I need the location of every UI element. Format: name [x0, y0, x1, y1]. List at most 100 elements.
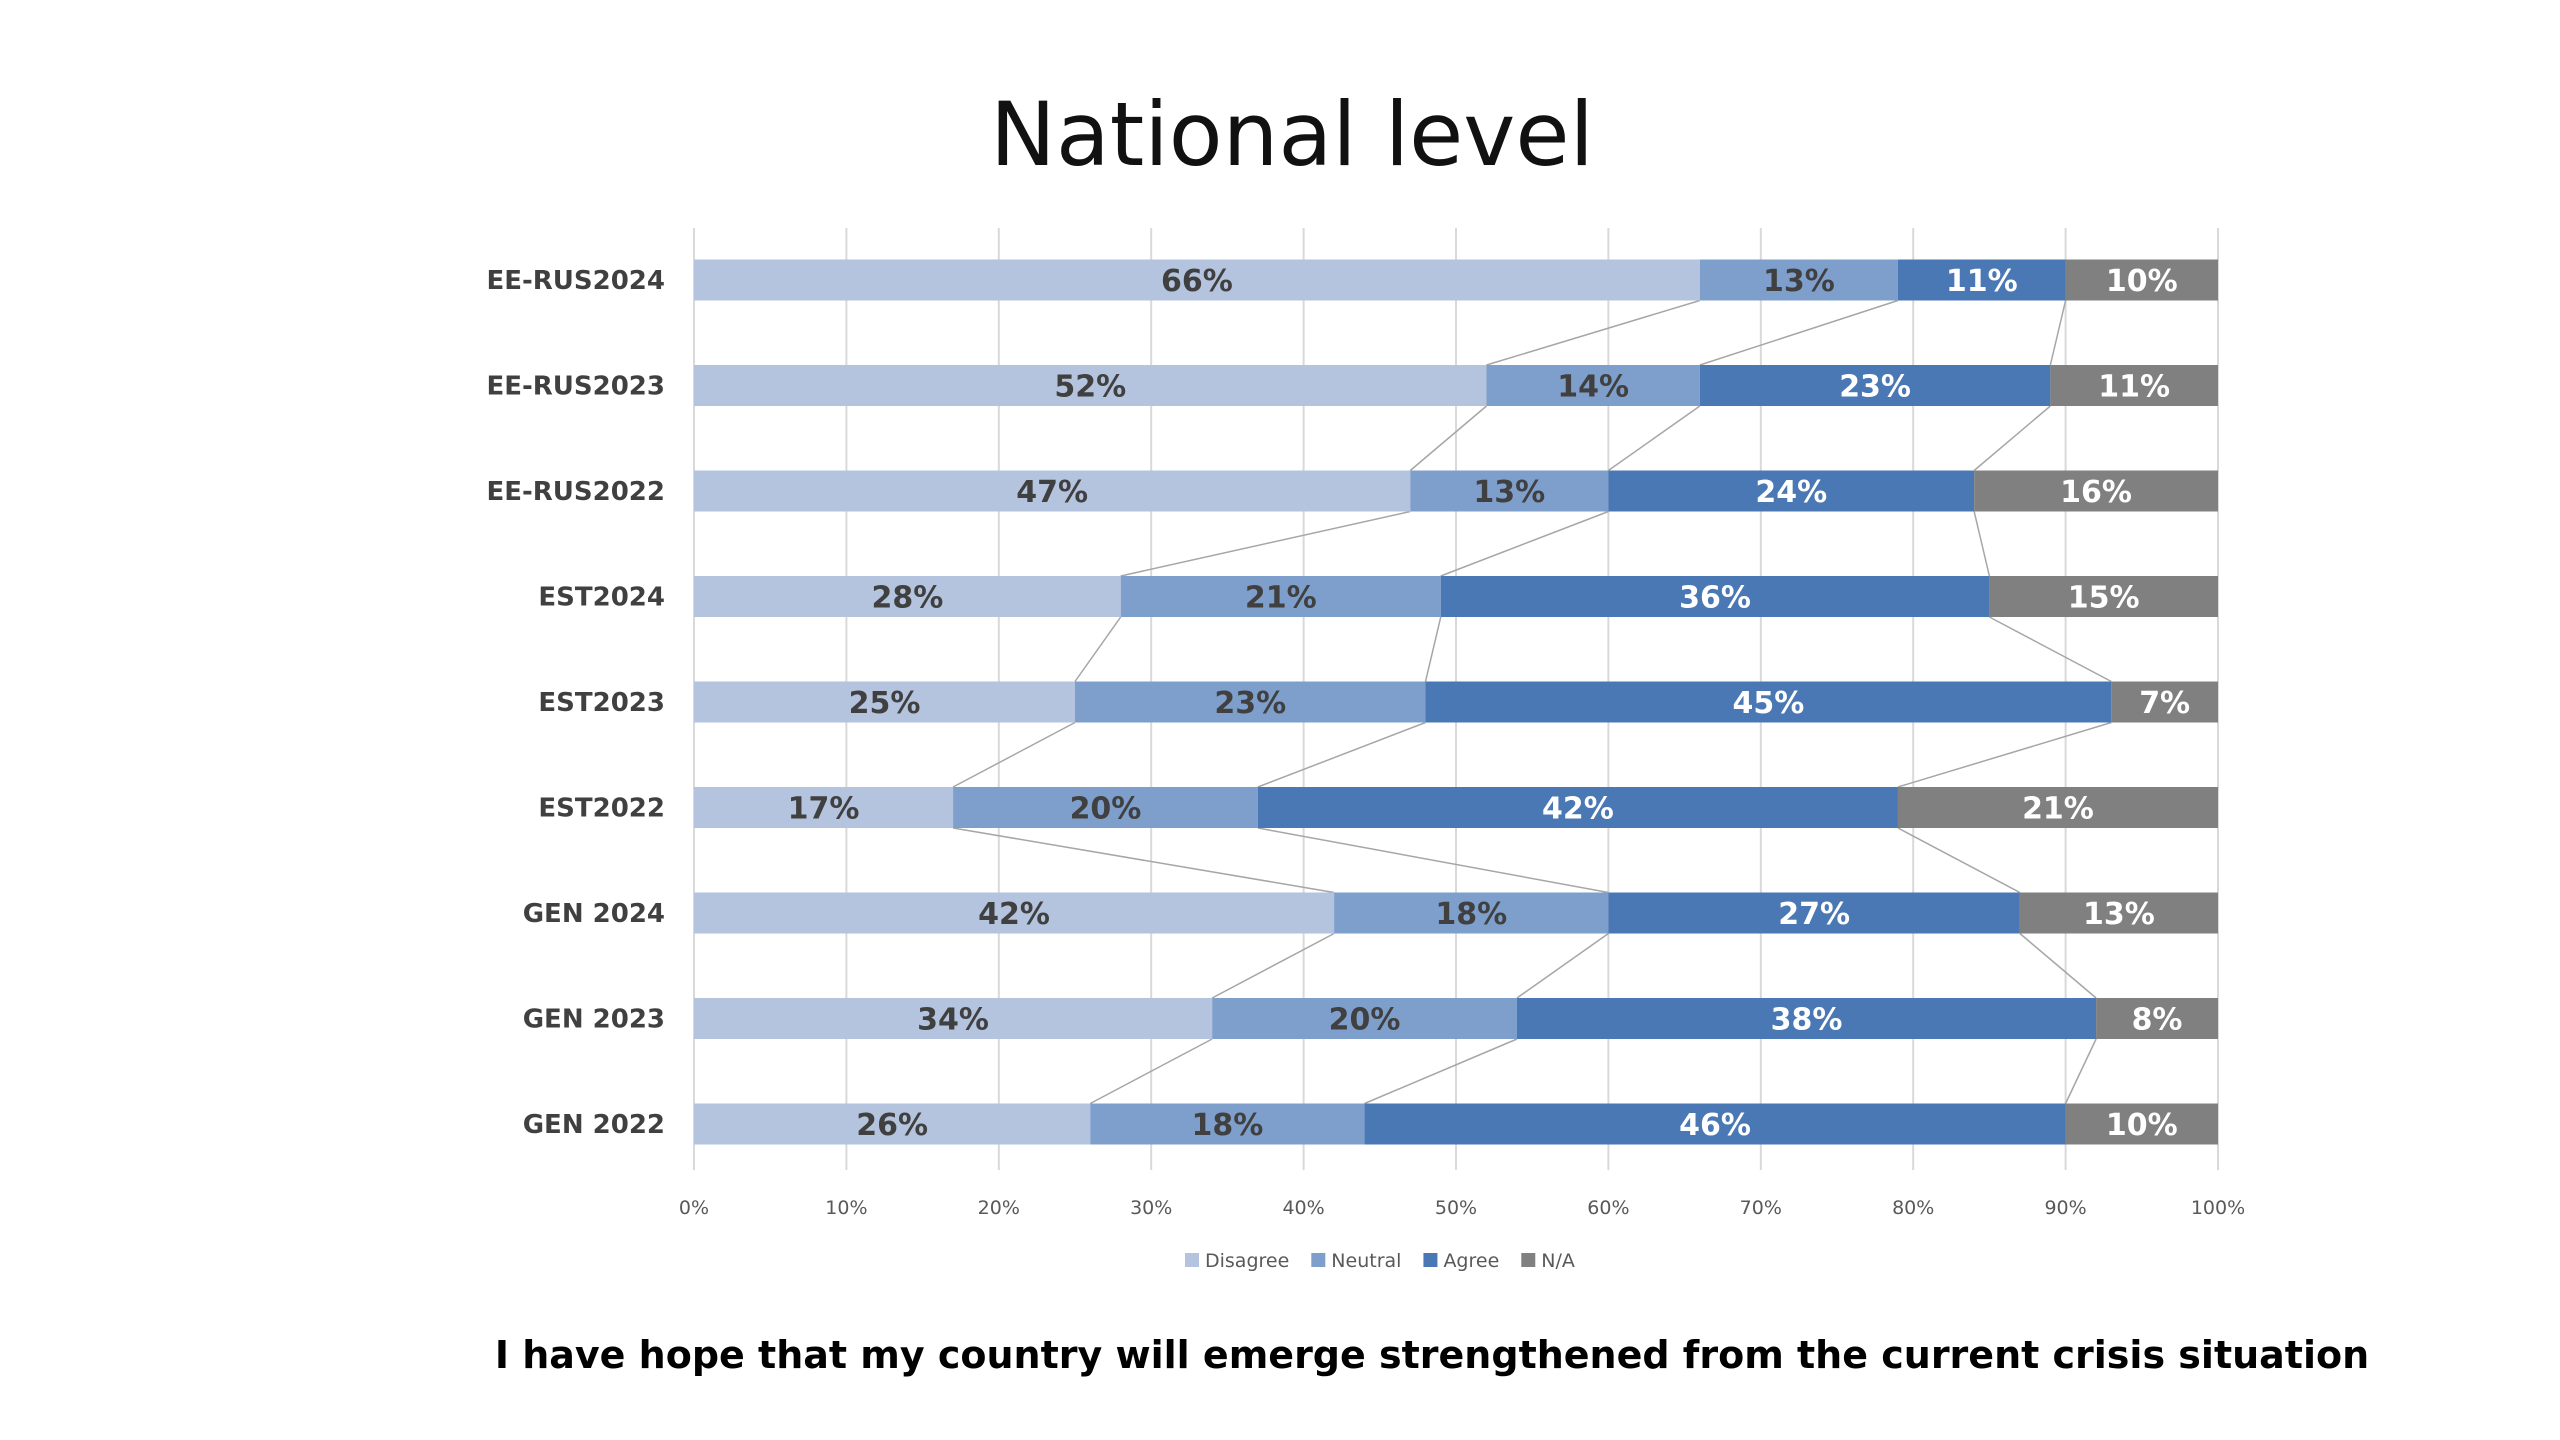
category-label: EST2024 [538, 583, 665, 613]
bar-segment-disagree [694, 681, 1075, 723]
bar-segment-agree [1516, 998, 2097, 1039]
bar-segment-agree [1608, 892, 2020, 934]
series-line [1973, 405, 2051, 472]
x-tick-label: 80% [1892, 1197, 1934, 1219]
category-label: EE-RUS2023 [486, 372, 665, 402]
legend-swatch [1185, 1253, 1199, 1267]
data-label: 18% [1435, 897, 1507, 932]
bar-segment-disagree [694, 787, 954, 828]
x-tick-label: 20% [978, 1197, 1020, 1219]
chart-title: National level [990, 83, 1594, 186]
x-tick-label: 0% [679, 1197, 709, 1219]
data-label: 16% [2060, 475, 2132, 510]
category-label: EE-RUS2022 [486, 477, 665, 507]
bar-segment-neutral [1410, 470, 1609, 512]
bar-segment-disagree [694, 470, 1411, 512]
bar-segment-n-a [2111, 681, 2218, 723]
category-label: GEN 2022 [523, 1110, 665, 1140]
category-label: EST2023 [538, 688, 665, 718]
bar-segment-n-a [2050, 365, 2218, 406]
data-label: 13% [1763, 264, 1835, 299]
bar-segment-n-a [2065, 1103, 2218, 1145]
data-label: 13% [2083, 897, 2155, 932]
bar-segment-disagree [694, 892, 1335, 934]
bar-segment-agree [1425, 681, 2112, 723]
data-label: 46% [1679, 1108, 1751, 1143]
series-line [1973, 511, 1991, 577]
x-tick-label: 30% [1130, 1197, 1172, 1219]
bar-segment-neutral [953, 787, 1258, 828]
data-label: 42% [978, 897, 1050, 932]
bar-segment-agree [1440, 576, 1990, 617]
x-tick-label: 90% [2044, 1197, 2086, 1219]
data-label: 20% [1070, 792, 1142, 827]
data-label: 24% [1755, 475, 1827, 510]
x-tick-label: 100% [2191, 1197, 2245, 1219]
data-label: 20% [1329, 1003, 1401, 1038]
data-label: 14% [1557, 370, 1629, 405]
data-label: 10% [2106, 264, 2178, 299]
chart-caption: I have hope that my country will emerge … [495, 1333, 2369, 1377]
series-line [1897, 827, 2021, 894]
data-label: 34% [917, 1003, 989, 1038]
bar-segment-disagree [694, 576, 1121, 617]
data-label: 11% [2098, 370, 2170, 405]
category-label: EE-RUS2024 [486, 266, 665, 296]
series-line [1989, 616, 2112, 683]
data-label: 15% [2068, 581, 2140, 616]
category-label: GEN 2024 [523, 899, 665, 929]
series-line [1424, 616, 1442, 682]
series-line [1364, 1038, 1518, 1105]
bar-segment-neutral [1120, 576, 1441, 617]
bar-segment-agree [1364, 1103, 2066, 1145]
legend-entry: Disagree [1205, 1250, 1289, 1272]
series-line [952, 827, 1335, 894]
series-line [1897, 721, 2112, 788]
data-label: 52% [1054, 370, 1126, 405]
category-labels: EE-RUS2024 EE-RUS2023 EE-RUS2022 EST2024 EST… [486, 266, 665, 1140]
data-label: 21% [1245, 581, 1317, 616]
data-label: 45% [1733, 686, 1805, 721]
category-label: EST2022 [538, 794, 665, 824]
bar-segment-agree [1608, 470, 1975, 512]
series-line [1440, 510, 1609, 577]
series-line [1699, 299, 1899, 366]
series-line [1089, 1038, 1213, 1105]
data-label: 13% [1473, 475, 1545, 510]
bar-segment-neutral [1090, 1103, 1365, 1145]
data-label: 42% [1542, 792, 1614, 827]
bar-segment-agree [1897, 259, 2066, 301]
data-label: 47% [1016, 475, 1088, 510]
series-line [1074, 616, 1122, 682]
series-line [1409, 405, 1487, 472]
data-label: 17% [788, 792, 860, 827]
bar-segment-disagree [694, 1103, 1091, 1145]
series-line [2019, 932, 2097, 999]
legend-swatch [1311, 1253, 1326, 1267]
data-label: 38% [1771, 1003, 1843, 1038]
legend: Disagree Neutral Agree N/A [1185, 1250, 1575, 1272]
bar-segment-neutral [1699, 259, 1898, 301]
bar-segment-agree [1699, 365, 2051, 406]
series-line [1486, 299, 1701, 366]
data-label: 66% [1161, 264, 1233, 299]
bar-segment-neutral [1075, 681, 1426, 723]
bar-segment-disagree [694, 259, 1700, 301]
bar-segment-n-a [2019, 892, 2218, 934]
series-line [952, 721, 1076, 788]
data-label: 26% [856, 1108, 928, 1143]
bar-segment-neutral [1212, 998, 1517, 1039]
x-tick-label: 60% [1587, 1197, 1629, 1219]
bar-segment-n-a [1974, 470, 2218, 512]
legend-swatch [1423, 1253, 1438, 1267]
bar-segment-disagree [694, 998, 1213, 1039]
data-label: 7% [2139, 686, 2190, 721]
data-label: 23% [1839, 370, 1911, 405]
bar-segment-n-a [2065, 259, 2218, 301]
bar-segment-disagree [694, 365, 1487, 406]
series-line [1257, 721, 1426, 788]
bar-segment-agree [1257, 787, 1898, 828]
series-line [2049, 300, 2067, 366]
